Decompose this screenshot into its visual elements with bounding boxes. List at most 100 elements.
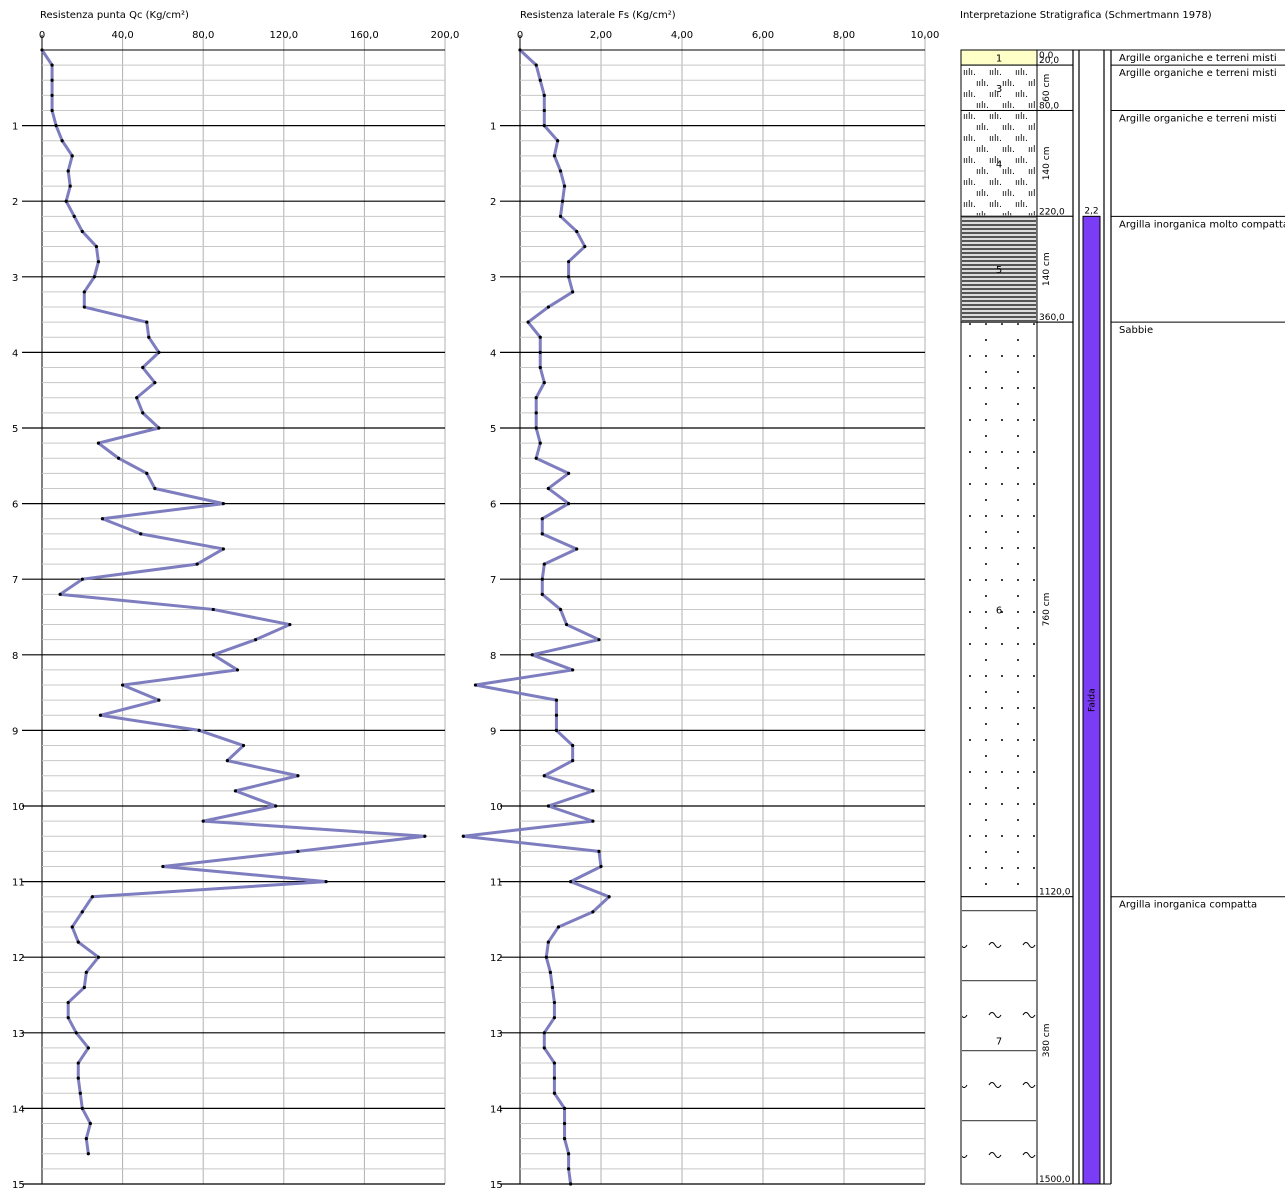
data-point	[296, 849, 300, 853]
data-point	[80, 1106, 84, 1110]
layer-description: Argilla inorganica molto compatta	[1119, 219, 1285, 230]
layer-description: Argille organiche e terreni misti	[1119, 113, 1277, 124]
data-point	[76, 1076, 80, 1080]
x-tick-label: 200,0	[431, 30, 460, 41]
data-point	[58, 592, 62, 596]
data-point	[560, 199, 565, 203]
data-point	[542, 1046, 546, 1050]
data-point	[84, 970, 88, 974]
data-point	[253, 638, 258, 642]
groundwater-label: Falda	[1088, 688, 1098, 712]
data-point	[567, 1167, 571, 1171]
data-point	[546, 305, 550, 309]
data-point	[66, 169, 70, 173]
data-point	[571, 668, 575, 672]
data-point	[552, 1061, 557, 1065]
data-point	[546, 486, 550, 491]
layer-bottom-depth: 80,0	[1039, 101, 1059, 111]
data-point	[288, 622, 292, 627]
data-point	[96, 955, 101, 959]
layer-bottom-depth: 220,0	[1039, 207, 1065, 217]
data-point	[556, 925, 561, 929]
data-point	[575, 229, 579, 234]
strat-title: Interpretazione Stratigrafica (Schmertma…	[960, 10, 1212, 21]
data-point	[538, 441, 542, 445]
data-point	[100, 517, 105, 521]
depth-tick-label: 11	[490, 878, 503, 889]
depth-tick-label: 9	[490, 726, 496, 737]
data-point	[98, 713, 103, 717]
groundwater-depth: 2,2	[1084, 206, 1098, 216]
depth-tick-label: 3	[12, 273, 18, 284]
data-point	[554, 713, 559, 717]
data-point	[538, 365, 542, 370]
x-tick-label: 80,0	[192, 30, 214, 41]
data-point	[88, 1121, 92, 1126]
data-point	[161, 864, 165, 869]
layer-bottom-depth: 20,0	[1039, 56, 1059, 66]
depth-tick-label: 4	[490, 348, 496, 359]
depth-tick-label: 1	[490, 122, 496, 133]
data-point	[423, 834, 427, 838]
layer-pattern	[962, 323, 1036, 896]
data-point	[534, 396, 538, 400]
depth-tick-label: 12	[12, 953, 25, 964]
layer-thickness: 380 cm	[1042, 1023, 1052, 1057]
data-point	[221, 502, 225, 506]
depth-tick-label: 10	[12, 802, 25, 813]
data-point	[548, 970, 552, 974]
data-point	[195, 562, 199, 566]
data-point	[552, 1016, 557, 1020]
data-point	[76, 1061, 80, 1065]
data-point	[90, 895, 94, 899]
depth-cell	[1036, 896, 1074, 1185]
data-point	[70, 154, 74, 158]
depth-tick-label: 3	[490, 273, 496, 284]
data-point	[211, 653, 215, 657]
qc-chart-title: Resistenza punta Qc (Kg/cm²)	[40, 10, 189, 21]
x-tick-label: 10,00	[911, 30, 940, 41]
data-point	[552, 1076, 557, 1080]
depth-tick-label: 5	[12, 424, 18, 435]
data-point	[64, 199, 68, 203]
depth-tick-label: 8	[490, 651, 496, 662]
data-point	[567, 275, 571, 279]
data-point	[197, 728, 201, 733]
data-point	[538, 335, 542, 339]
layer-number: 3	[996, 84, 1002, 95]
data-point	[530, 653, 534, 657]
x-tick-label: 0	[517, 30, 523, 41]
data-point	[145, 471, 149, 475]
layer-description: Sabbie	[1119, 325, 1153, 336]
layer-number: 7	[996, 1036, 1002, 1047]
data-point	[274, 804, 278, 808]
data-point	[82, 985, 86, 990]
data-point	[538, 350, 542, 354]
data-point	[591, 819, 595, 823]
data-point	[542, 93, 546, 97]
data-point	[534, 63, 538, 67]
data-point	[80, 229, 84, 234]
data-point	[94, 244, 99, 249]
data-point	[591, 910, 595, 914]
data-point	[562, 1106, 567, 1110]
data-point	[40, 48, 44, 52]
x-tick-label: 0	[39, 30, 45, 41]
data-point	[157, 350, 161, 354]
layer-pattern	[962, 66, 1036, 110]
data-point	[233, 789, 238, 793]
data-point	[597, 638, 601, 642]
layer-thickness: 60 cm	[1042, 74, 1052, 102]
data-point	[66, 1000, 70, 1005]
layer-description: Argille organiche e terreni misti	[1119, 68, 1277, 79]
data-point	[141, 365, 145, 370]
data-point	[542, 124, 546, 128]
data-point	[562, 1121, 567, 1126]
data-point	[540, 592, 544, 596]
data-point	[591, 789, 595, 793]
depth-tick-label: 4	[12, 348, 18, 359]
data-point	[526, 320, 530, 324]
data-point	[542, 108, 546, 113]
data-point	[564, 622, 569, 627]
